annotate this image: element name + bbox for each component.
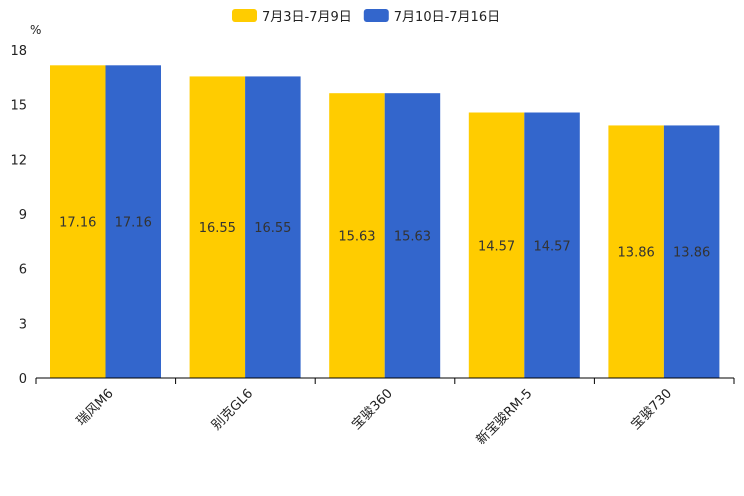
x-tick-label: 别克GL6 (209, 386, 256, 433)
y-tick-label: 18 (10, 44, 27, 59)
bar (50, 65, 106, 378)
y-unit-label: % (30, 23, 41, 37)
data-label: 13.86 (618, 246, 655, 261)
y-tick-label: 0 (19, 372, 27, 387)
data-label: 17.16 (115, 216, 152, 231)
bar (663, 125, 720, 378)
y-tick-label: 15 (10, 99, 27, 114)
y-tick-label: 9 (19, 208, 27, 223)
data-label: 14.57 (533, 239, 570, 254)
legend-label: 7月3日-7月9日 (262, 10, 352, 25)
y-tick-label: 12 (10, 153, 27, 168)
data-label: 15.63 (338, 230, 375, 245)
legend-swatch (232, 9, 257, 22)
bar (608, 125, 664, 378)
x-tick-label: 瑞风M6 (74, 386, 117, 429)
bar (384, 93, 441, 378)
x-tick-label: 宝骏730 (628, 386, 675, 433)
bar (468, 112, 525, 378)
bar (105, 65, 161, 378)
x-tick-label: 宝骏360 (349, 386, 396, 433)
bar (189, 76, 246, 378)
data-label: 16.55 (199, 221, 236, 236)
legend-swatch (363, 9, 389, 22)
data-label: 16.55 (254, 221, 291, 236)
data-label: 13.86 (673, 246, 710, 261)
bar (524, 112, 580, 378)
bar (245, 76, 301, 378)
bar (329, 93, 385, 378)
legend-label: 7月10日-7月16日 (394, 10, 500, 25)
data-label: 15.63 (394, 230, 431, 245)
y-tick-label: 6 (19, 263, 27, 278)
x-tick-label: 新宝骏RM-5 (473, 386, 535, 448)
data-label: 17.16 (59, 216, 96, 231)
data-label: 14.57 (478, 239, 515, 254)
y-tick-label: 3 (19, 317, 27, 332)
